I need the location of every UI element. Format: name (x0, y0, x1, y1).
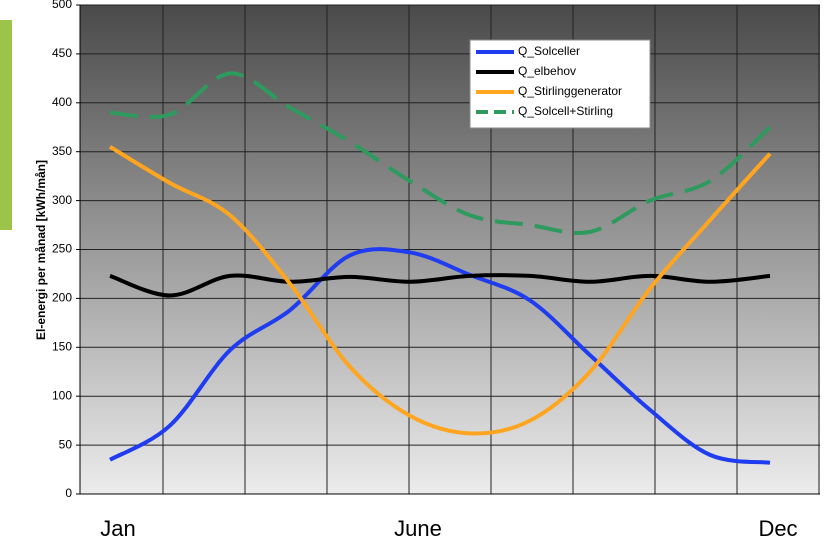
y-tick-label: 450 (52, 46, 72, 60)
legend-label: Q_Solceller (518, 44, 580, 58)
y-tick-label: 500 (52, 0, 72, 11)
y-tick-label: 200 (52, 291, 72, 305)
y-tick-label: 150 (52, 339, 72, 353)
y-axis-title: El-energi per månad [kWh/mån] (34, 160, 48, 340)
legend-label: Q_elbehov (518, 64, 576, 78)
legend-label: Q_Solcell+Stirling (518, 104, 613, 118)
legend-label: Q_Stirlinggenerator (518, 84, 622, 98)
x-tick-label: June (394, 516, 442, 541)
y-tick-label: 350 (52, 144, 72, 158)
chart: El-energi per månad [kWh/mån] 0 50 100 150 2… (0, 0, 825, 545)
y-tick-label: 50 (59, 437, 73, 451)
x-tick-label: Dec (758, 516, 797, 541)
y-tick-label: 400 (52, 95, 72, 109)
cropped-image (0, 20, 12, 230)
y-tick-label: 250 (52, 242, 72, 256)
y-tick-label: 300 (52, 193, 72, 207)
y-tick-label: 0 (65, 486, 72, 500)
x-tick-label: Jan (100, 516, 135, 541)
y-tick-label: 100 (52, 388, 72, 402)
